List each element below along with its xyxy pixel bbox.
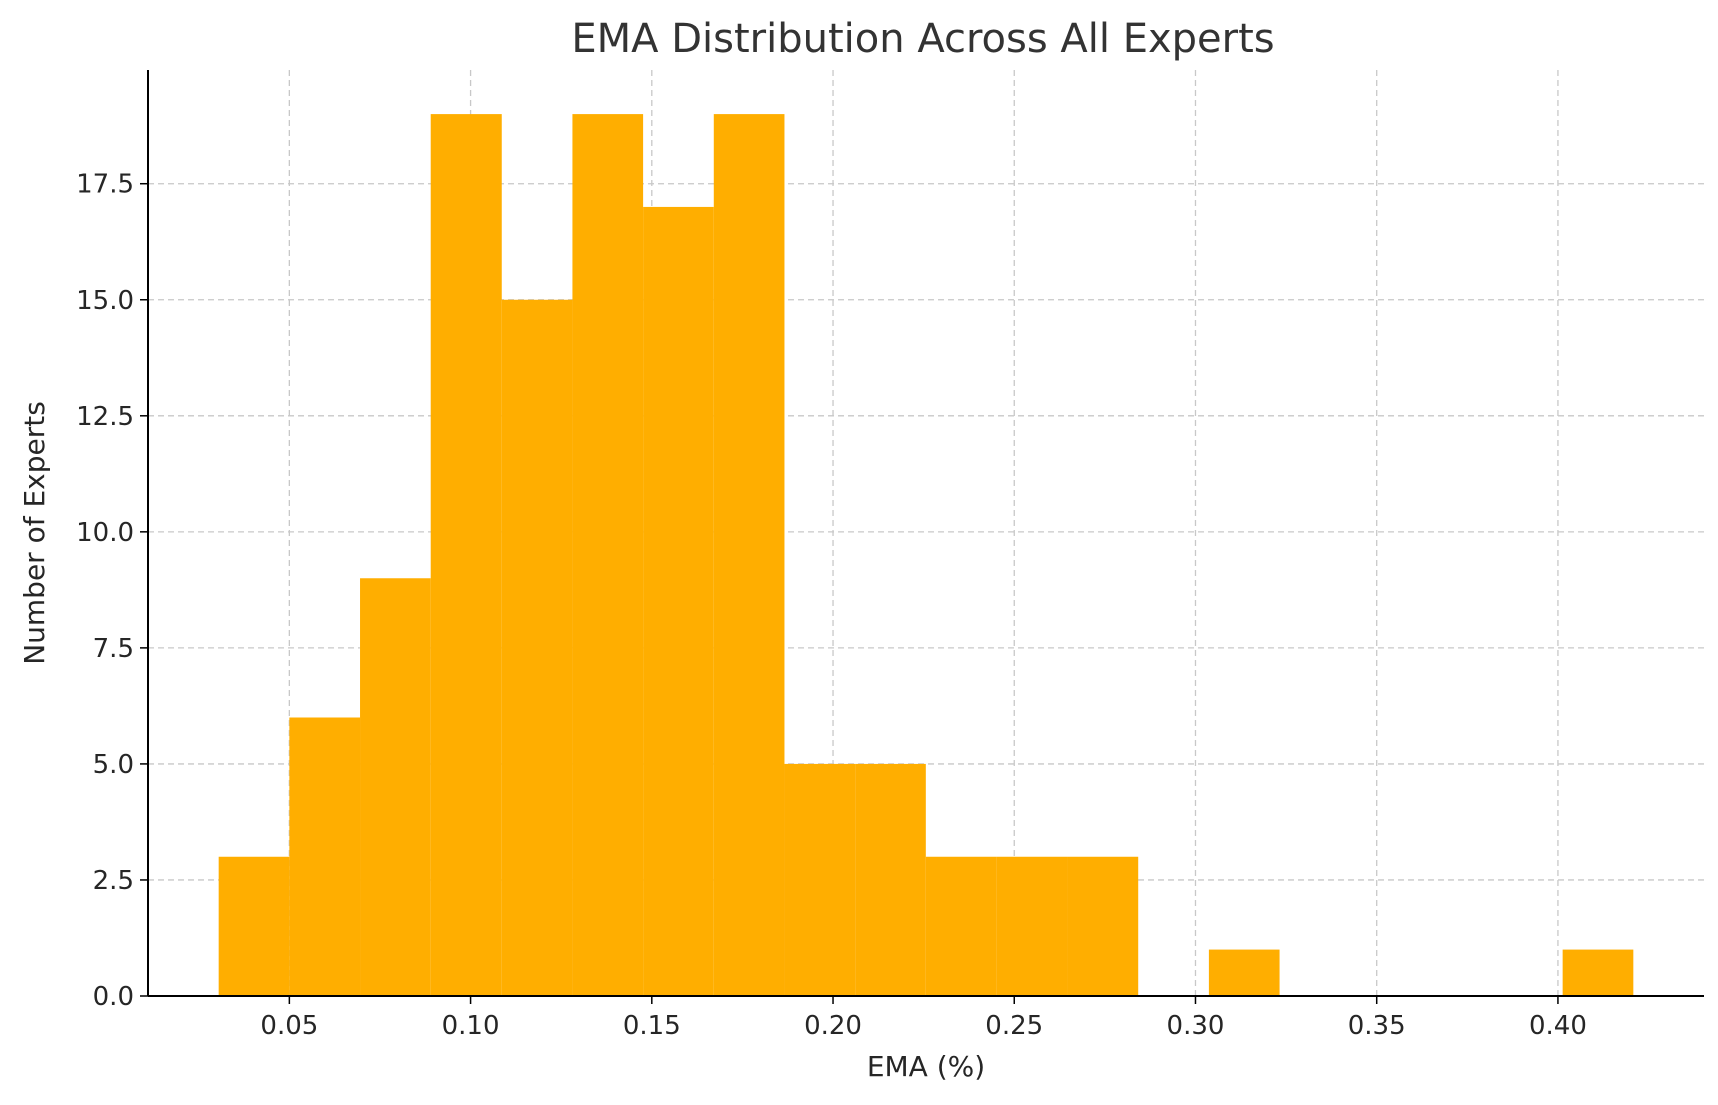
y-tick-label: 2.5 bbox=[93, 866, 134, 896]
y-tick-label: 15.0 bbox=[76, 286, 134, 316]
histogram-bar bbox=[1208, 949, 1280, 996]
histogram-bars bbox=[218, 114, 1634, 997]
x-ticks: 0.05 0.10 0.15 0.20 0.25 0.30 0.35 0.40 bbox=[260, 996, 1587, 1041]
x-tick-label: 0.40 bbox=[1529, 1011, 1587, 1041]
x-tick-label: 0.30 bbox=[1167, 1011, 1225, 1041]
x-tick-label: 0.35 bbox=[1348, 1011, 1406, 1041]
x-tick-label: 0.05 bbox=[260, 1011, 318, 1041]
y-axis-label: Number of Experts bbox=[18, 401, 51, 665]
histogram-bar bbox=[572, 114, 644, 997]
y-tick-label: 10.0 bbox=[76, 518, 134, 548]
y-tick-label: 17.5 bbox=[76, 170, 134, 200]
histogram-bar bbox=[501, 299, 573, 996]
histogram-bar bbox=[1067, 856, 1139, 996]
x-tick-label: 0.15 bbox=[623, 1011, 681, 1041]
y-tick-label: 12.5 bbox=[76, 402, 134, 432]
histogram-bar bbox=[289, 717, 361, 996]
histogram-bar bbox=[218, 856, 290, 996]
x-tick-label: 0.20 bbox=[804, 1011, 862, 1041]
histogram-bar bbox=[713, 114, 785, 997]
chart-title: EMA Distribution Across All Experts bbox=[571, 16, 1274, 62]
histogram-bar bbox=[925, 856, 997, 996]
x-tick-label: 0.25 bbox=[985, 1011, 1043, 1041]
x-axis-label: EMA (%) bbox=[867, 1050, 985, 1083]
y-tick-label: 5.0 bbox=[93, 750, 134, 780]
y-tick-label: 7.5 bbox=[93, 634, 134, 664]
histogram-bar bbox=[784, 763, 856, 996]
histogram-bar bbox=[360, 578, 431, 996]
histogram-bar bbox=[643, 206, 714, 997]
histogram-bar bbox=[1562, 949, 1634, 996]
histogram-bar bbox=[855, 763, 926, 996]
histogram-bar bbox=[430, 114, 502, 997]
y-ticks: 0.0 2.5 5.0 7.5 10.0 12.5 15.0 17.5 bbox=[76, 170, 148, 1012]
y-tick-label: 0.0 bbox=[93, 982, 134, 1012]
x-tick-label: 0.10 bbox=[442, 1011, 500, 1041]
histogram-bar bbox=[996, 856, 1068, 996]
